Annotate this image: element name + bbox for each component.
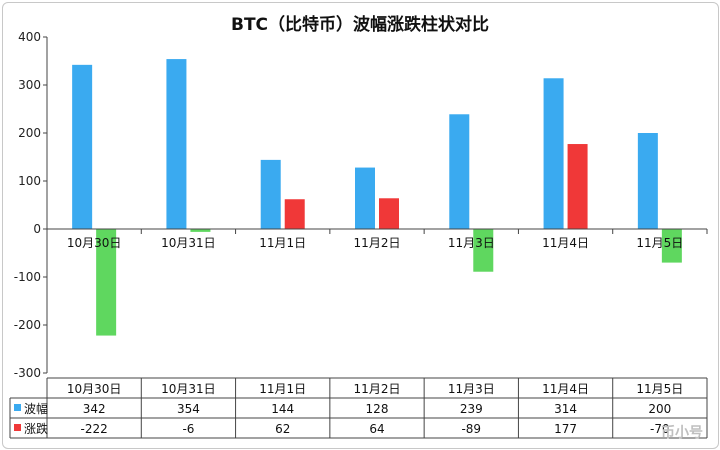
- table-header-cell: 11月4日: [542, 382, 589, 396]
- table-value-cell: -70: [650, 422, 670, 436]
- legend-label: 波幅: [24, 401, 48, 416]
- y-tick-label: 0: [33, 222, 41, 236]
- bar-波幅: [543, 78, 564, 229]
- x-tick-label: 11月4日: [542, 236, 589, 250]
- table-header-cell: 11月2日: [354, 382, 401, 396]
- table-value-cell: -222: [81, 422, 108, 436]
- table-value-cell: 200: [648, 402, 671, 416]
- table-value-cell: 144: [271, 402, 294, 416]
- table-value-cell: 354: [177, 402, 200, 416]
- table-value-cell: 177: [554, 422, 577, 436]
- y-tick-label: 400: [18, 30, 41, 44]
- bar-波幅: [72, 64, 93, 229]
- table-header-cell: 10月30日: [67, 382, 122, 396]
- x-tick-label: 11月2日: [354, 236, 401, 250]
- y-tick-label: 200: [18, 126, 41, 140]
- table-value-cell: 62: [275, 422, 290, 436]
- x-tick-label: 10月31日: [161, 236, 216, 250]
- table-value-cell: 342: [83, 402, 106, 416]
- legend-swatch: [14, 424, 21, 431]
- x-tick-label: 10月30日: [67, 236, 122, 250]
- table-header-cell: 11月3日: [448, 382, 495, 396]
- watermark: 币小号: [661, 425, 703, 441]
- bar-波幅: [449, 114, 470, 229]
- y-tick-label: -200: [14, 318, 41, 332]
- table-header-cell: 10月31日: [161, 382, 216, 396]
- x-tick-label: 11月3日: [448, 236, 495, 250]
- y-tick-label: -100: [14, 270, 41, 284]
- bar-涨跌: [190, 229, 211, 232]
- bar-涨跌: [284, 199, 305, 229]
- chart-title: BTC（比特币）波幅涨跌柱状对比: [230, 15, 490, 35]
- y-tick-label: 300: [18, 78, 41, 92]
- bar-波幅: [637, 133, 658, 229]
- bar-涨跌: [567, 144, 588, 229]
- table-value-cell: 314: [554, 402, 577, 416]
- bar-波幅: [355, 167, 375, 229]
- table-header-cell: 11月5日: [636, 382, 683, 396]
- y-tick-label: -300: [14, 366, 41, 380]
- legend-label: 涨跌: [24, 421, 48, 436]
- table-value-cell: 239: [460, 402, 483, 416]
- table-value-cell: 128: [366, 402, 389, 416]
- table-value-cell: -89: [461, 422, 481, 436]
- bar-波幅: [166, 59, 187, 229]
- table-header-cell: 11月1日: [259, 382, 306, 396]
- x-tick-label: 11月1日: [259, 236, 306, 250]
- bar-涨跌: [379, 198, 399, 229]
- bar-涨跌: [661, 229, 682, 263]
- x-tick-label: 11月5日: [636, 236, 683, 250]
- bar-波幅: [260, 159, 281, 229]
- bar-涨跌: [473, 229, 494, 272]
- bar-涨跌: [96, 229, 117, 336]
- table-value-cell: -6: [182, 422, 194, 436]
- table-value-cell: 64: [369, 422, 384, 436]
- y-tick-label: 100: [18, 174, 41, 188]
- legend-swatch: [14, 404, 21, 411]
